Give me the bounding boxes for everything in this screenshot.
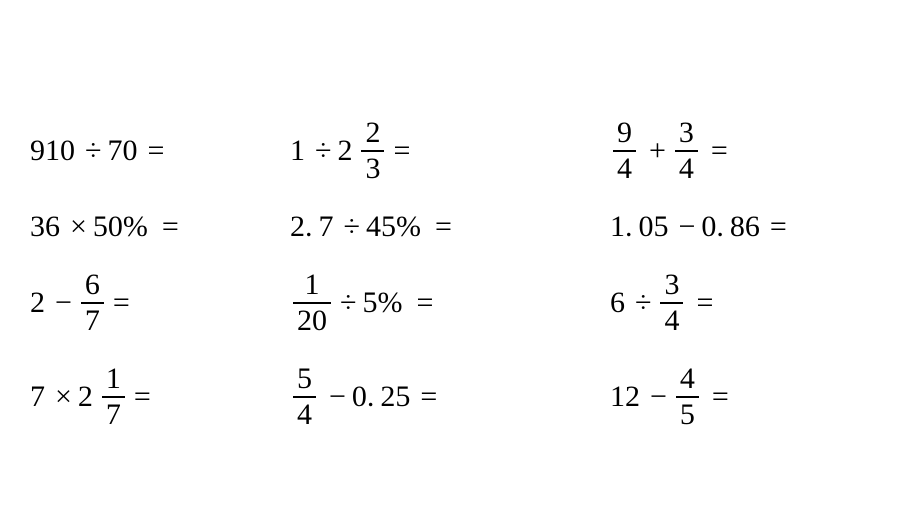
math-symbol: = [696,288,713,318]
fraction-numerator: 6 [81,270,104,302]
math-symbol: ÷ [340,288,356,318]
math-text: 2 [290,212,305,242]
math-symbol: = [416,288,433,318]
math-symbol: % [123,212,148,242]
fraction-numerator: 2 [361,118,384,150]
math-symbol: ÷ [344,212,360,242]
problem-cell: 94+34= [610,118,910,184]
math-symbol: + [649,136,666,166]
math-text: 910 [30,136,75,166]
math-symbol: ÷ [85,136,101,166]
math-text: 36 [30,212,60,242]
math-text: 70 [107,136,137,166]
math-text: 7 [319,212,334,242]
fraction-denominator: 3 [361,150,384,184]
math-text: 05 [639,212,669,242]
math-text: 2 [78,382,93,412]
math-text: 2 [337,136,352,166]
math-text: 1 [610,212,625,242]
math-text: 2 [30,288,45,318]
math-text: 1 [290,136,305,166]
problem-grid: 910÷70= 1÷223= 94+34= 36×50%= 2.7÷45%= 1… [30,118,890,430]
fraction: 54 [293,364,316,430]
problem-cell: 2−67 = [30,270,290,336]
fraction-denominator: 5 [676,396,699,430]
fraction: 17 [102,364,125,430]
math-text: 12 [610,382,640,412]
fraction: 34 [675,118,698,184]
problem-cell: 6 ÷ 34 = [610,270,910,336]
fraction-numerator: 1 [102,364,125,396]
fraction: 45 [676,364,699,430]
problem-cell: 1.05−0.86= [610,212,910,242]
math-symbol: − [329,382,346,412]
math-symbol: . [305,212,313,242]
math-symbol: % [396,212,421,242]
fraction-numerator: 1 [301,270,324,302]
math-text: 86 [730,212,760,242]
math-symbol: = [420,382,437,412]
math-symbol: . [716,212,724,242]
fraction: 23 [361,118,384,184]
fraction-numerator: 3 [675,118,698,150]
fraction-denominator: 20 [293,302,331,336]
problem-cell: 120 ÷5% = [290,270,610,336]
math-text: 25 [380,382,410,412]
math-symbol: = [712,382,729,412]
math-text: 45 [366,212,396,242]
math-symbol: = [162,212,179,242]
math-symbol: × [70,212,87,242]
fraction-denominator: 7 [102,396,125,430]
fraction-denominator: 7 [81,302,104,336]
math-symbol: = [134,382,151,412]
problem-cell: 1÷223= [290,118,610,184]
problem-cell: 12−45 = [610,364,910,430]
fraction-denominator: 4 [675,150,698,184]
math-symbol: % [377,288,402,318]
fraction-numerator: 3 [660,270,683,302]
problem-cell: 7×217= [30,364,290,430]
math-symbol: ÷ [315,136,331,166]
math-symbol: = [770,212,787,242]
fraction: 67 [81,270,104,336]
math-symbol: × [55,382,72,412]
fraction-numerator: 9 [613,118,636,150]
fraction-denominator: 4 [613,150,636,184]
fraction-numerator: 5 [293,364,316,396]
math-symbol: − [55,288,72,318]
math-symbol: . [367,382,375,412]
math-text: 5 [362,288,377,318]
problem-cell: 36 ×50% = [30,212,290,242]
math-text: 6 [610,288,625,318]
fraction: 120 [293,270,331,336]
fraction-denominator: 4 [293,396,316,430]
math-text: 0 [352,382,367,412]
math-symbol: − [679,212,696,242]
problem-cell: 910 ÷70 = [30,118,290,184]
fraction-denominator: 4 [660,302,683,336]
fraction: 34 [660,270,683,336]
math-text: 50 [93,212,123,242]
problem-cell: 54−0.25 = [290,364,610,430]
math-symbol: . [625,212,633,242]
problem-cell: 2.7 ÷45% = [290,212,610,242]
math-symbol: = [113,288,130,318]
math-symbol: − [650,382,667,412]
math-symbol: ÷ [635,288,651,318]
math-symbol: = [711,136,728,166]
math-symbol: = [435,212,452,242]
fraction: 94 [613,118,636,184]
math-symbol: = [147,136,164,166]
math-text: 7 [30,382,45,412]
math-symbol: = [393,136,410,166]
math-text: 0 [701,212,716,242]
fraction-numerator: 4 [676,364,699,396]
